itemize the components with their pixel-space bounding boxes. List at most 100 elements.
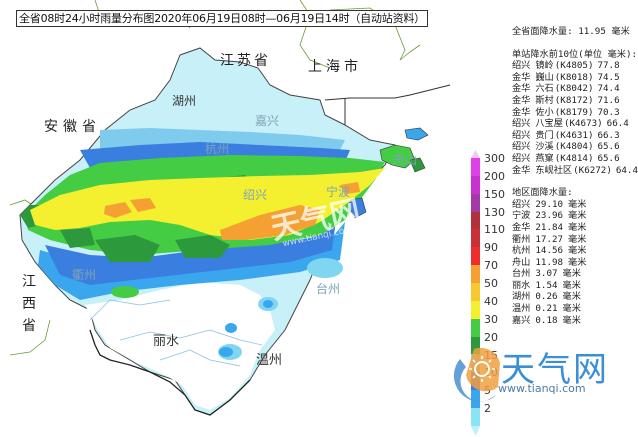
rain-patch-50-70: [104, 182, 360, 240]
label-jiangxi: 江 西 省: [21, 272, 37, 336]
top10-region: 金华: [512, 83, 531, 95]
regional-region: 杭州: [512, 245, 531, 257]
top10-station: 六石: [535, 83, 554, 95]
regional-unit: 毫米: [568, 221, 587, 233]
province-average: 全省面降水量: 11.95 毫米: [512, 26, 638, 38]
colorbar-segment: [471, 229, 480, 248]
regional-value: 11.98: [535, 256, 564, 268]
top10-region: 金华: [512, 106, 531, 118]
regional-unit: 毫米: [568, 256, 587, 268]
city-lishui: 丽水: [153, 334, 180, 349]
top10-id: (K8172): [554, 94, 594, 106]
top10-value: 74.4: [597, 83, 620, 95]
top10-id: (K8018): [554, 71, 594, 83]
regional-region: 嘉兴: [512, 314, 531, 326]
regional-unit: 毫米: [568, 198, 587, 210]
colorbar-segment: [471, 175, 480, 194]
regional-row: 湖州 0.26 毫米: [512, 291, 638, 303]
colorbar-segment: [471, 408, 480, 426]
logo-url-text: www.tianqi.com: [498, 382, 586, 395]
regional-region: 台州: [512, 268, 531, 280]
top10-value: 66.3: [597, 129, 620, 141]
top10-region: 金华: [512, 164, 531, 176]
top10-station: 沙溪: [535, 141, 554, 153]
top10-value: 65.6: [597, 152, 620, 164]
regional-region: 湖州: [512, 291, 531, 303]
city-hangzhou: 杭州: [205, 142, 230, 156]
top10-id: (K8042): [554, 83, 594, 95]
colorbar-segment: [471, 158, 480, 176]
province-average-unit: 毫米: [611, 26, 630, 37]
regional-row: 台州 3.07 毫米: [512, 268, 638, 280]
regional-unit: 毫米: [562, 314, 581, 326]
colorbar-segment: [471, 283, 480, 301]
label-jiangsu: 江苏省: [220, 53, 271, 69]
regional-row: 丽水 1.54 毫米: [512, 280, 638, 292]
zhoushan-islands: [349, 127, 429, 219]
colorbar-label: 90: [484, 241, 498, 255]
no-rain-area-south: [85, 282, 275, 410]
regional-value: 21.84: [535, 221, 564, 233]
top10-row: 金华 六石(K8042) 74.4: [512, 83, 638, 95]
top10-row: 绍兴 贵门(K4631) 66.3: [512, 130, 638, 142]
regional-row: 衢州 17.27 毫米: [512, 234, 638, 246]
top10-value: 65.6: [597, 141, 620, 153]
top10-id: (K8179): [554, 106, 594, 118]
regional-unit: 毫米: [568, 210, 587, 222]
top10-row: 绍兴 镜岭(K4805) 77.8: [512, 60, 638, 72]
top10-value: 71.6: [597, 94, 620, 106]
regional-unit: 毫米: [568, 245, 587, 257]
regional-header: 地区面降水量:: [512, 187, 573, 199]
top10-id: (K4673): [563, 118, 603, 130]
regional-row: 温州 0.21 毫米: [512, 303, 638, 315]
top10-station: 镜岭: [535, 60, 554, 72]
province-average-label: 全省面降水量:: [512, 26, 573, 37]
colorbar-segment: [471, 318, 480, 337]
regional-region: 衢州: [512, 233, 531, 245]
colorbar-top-cap: [471, 150, 480, 158]
regional-value: 17.27: [535, 233, 564, 245]
colorbar-label: 150: [484, 187, 505, 201]
colorbar-label: 20: [484, 330, 498, 344]
regional-region: 舟山: [512, 256, 531, 268]
city-shaoxing: 绍兴: [243, 188, 268, 202]
regional-unit: 毫米: [562, 268, 581, 280]
colorbar-label: 30: [484, 312, 498, 326]
colorbar-segment: [471, 247, 480, 266]
regional-row: 杭州 14.56 毫米: [512, 245, 638, 257]
label-jiangxi-3: 省: [22, 318, 36, 334]
city-wenzhou: 温州: [256, 353, 283, 368]
regional-value: 0.26: [535, 291, 558, 303]
colorbar-label: 70: [484, 259, 498, 273]
top10-region: 金华: [512, 94, 531, 106]
top10-row: 金华 东岘社区(K6272) 64.4: [512, 165, 638, 177]
regional-value: 0.18: [535, 314, 558, 326]
top10-row: 金华 巍山(K8018) 74.5: [512, 72, 638, 84]
top10-id: (K4814): [554, 152, 594, 164]
colorbar-segment: [471, 193, 480, 212]
colorbar-label: 2: [484, 402, 491, 416]
sun-logo-icon: [453, 347, 500, 402]
top10-region: 绍兴: [512, 129, 531, 141]
top10-region: 绍兴: [512, 152, 531, 164]
top10-station: 斯村: [535, 94, 554, 106]
city-ningbo: 宁波: [326, 185, 351, 199]
top10-station: 东岘社区: [535, 164, 573, 176]
regional-unit: 毫米: [562, 279, 581, 291]
top10-region: 绍兴: [512, 141, 531, 153]
top10-row: 绍兴 燕窠(K4814) 65.6: [512, 153, 638, 165]
top10-station: 巍山: [535, 71, 554, 83]
province-average-value: 11.95: [578, 26, 606, 37]
colorbar-bottom-cap: [471, 426, 480, 436]
colorbar-label: 110: [484, 223, 505, 237]
top10-row: 金华 斯村(K8172) 71.6: [512, 95, 638, 107]
top10-station: 燕窠: [535, 152, 554, 164]
regional-region: 宁波: [512, 210, 531, 222]
top10-list: 绍兴 镜岭(K4805) 77.8 金华 巍山(K8018) 74.5 金华 六石(K8042…: [512, 60, 638, 176]
regional-value: 14.56: [535, 245, 564, 257]
colorbar-segment: [471, 300, 480, 319]
top10-row: 绍兴 八宝屋(K4673) 66.4: [512, 118, 638, 130]
top10-value: 70.3: [597, 106, 620, 118]
logo-brand-text: 天气网: [501, 350, 609, 390]
